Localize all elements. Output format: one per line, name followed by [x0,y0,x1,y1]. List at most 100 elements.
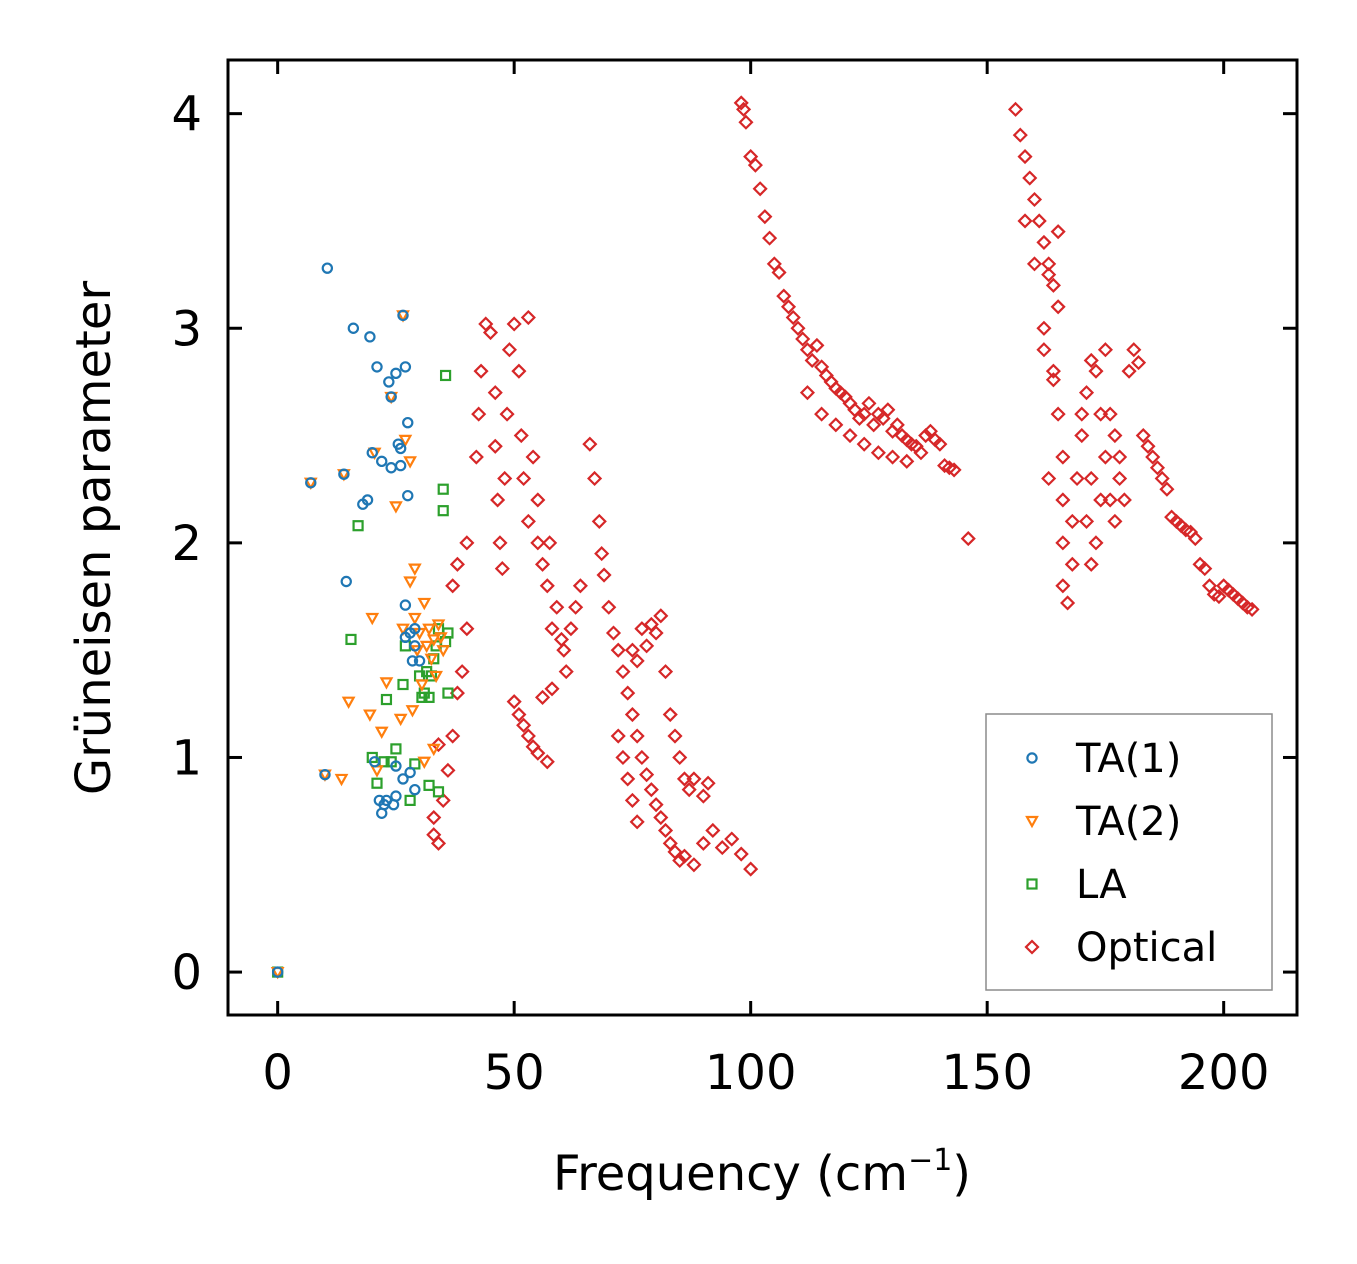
data-point [960,531,976,547]
data-point [1064,556,1080,572]
data-point [790,320,806,336]
data-point [520,309,536,326]
data-point [390,367,402,380]
data-point [1060,595,1076,611]
data-point [380,693,393,706]
data-point [409,783,421,796]
plot-frame [226,58,1299,1017]
data-point [417,756,432,770]
data-point [426,634,441,647]
data-point [393,713,408,727]
data-point [409,640,421,652]
data-point [681,782,697,798]
series-optical [426,95,1260,877]
data-point [340,575,352,588]
data-point [338,468,350,480]
series-ta-1 [271,262,426,978]
data-point [714,840,730,856]
data-point [402,489,414,502]
data-point [1140,438,1156,454]
legend-marker [1026,878,1038,890]
data-point [752,181,768,197]
data-point [423,779,435,791]
data-point [379,677,394,690]
data-point [520,728,536,744]
legend-entry: LA [1026,862,1127,908]
data-point [946,462,962,478]
data-point [404,766,416,779]
data-point [397,678,409,691]
x-axis-title-main: Frequency (cm [553,1146,908,1202]
data-point [662,706,678,723]
x-tick-label: 100 [705,1045,797,1101]
data-point [568,599,584,615]
data-point [1088,363,1104,379]
data-point [482,324,499,341]
data-point [776,288,792,304]
data-point [563,621,579,637]
data-point [402,416,414,429]
data-point [403,456,417,469]
data-point [459,535,475,551]
y-tick-label: 4 [171,87,202,143]
legend-entries: TA(1) TA(2) LA Optical [1024,736,1217,971]
data-point [429,670,443,684]
data-point [1121,363,1137,379]
data-point [885,449,901,465]
legend-label: LA [1076,862,1127,908]
data-point [365,612,380,626]
data-point [620,771,636,787]
data-point [1050,406,1066,422]
data-point [398,434,413,448]
data-marks [270,95,1260,980]
data-point [394,459,407,472]
x-axis-title-superscript: −1 [908,1143,952,1178]
data-point [1041,470,1057,487]
data-point [513,428,529,444]
data-point [653,608,669,624]
data-point [738,114,754,130]
data-point [771,264,787,281]
data-point [1154,470,1170,487]
data-point [667,728,683,744]
data-point [1026,191,1043,208]
x-tick-label: 200 [1178,1045,1270,1101]
data-point [376,455,388,468]
data-point [1050,224,1066,240]
data-point [1145,449,1161,465]
data-point [643,782,659,798]
data-point [587,470,603,487]
data-point [624,642,640,658]
data-point [383,376,395,388]
data-point [371,361,383,373]
data-point [629,653,645,669]
data-point [1055,535,1071,551]
y-tick-label: 3 [171,301,202,357]
data-point [799,342,815,358]
data-point [733,846,749,862]
data-point [399,599,412,611]
data-point [1126,342,1142,358]
data-point [539,578,555,594]
data-point [814,406,830,422]
data-point [672,749,688,766]
data-point [1022,170,1038,186]
legend-label: TA(1) [1075,736,1181,782]
data-point [319,768,331,781]
data-point [851,410,868,426]
data-point [445,728,461,744]
data-point [473,363,489,379]
data-point [1083,352,1099,369]
data-point [409,758,421,770]
data-point [422,623,436,636]
data-point [494,561,510,577]
data-point [368,756,381,768]
data-point [610,728,626,744]
data-point [889,417,905,433]
data-point [415,679,429,692]
axis-ticks: 0 50 100 150 200 0 1 2 3 4 [171,60,1297,1101]
data-point [334,773,349,787]
data-point [1107,428,1123,444]
data-point [424,653,439,667]
